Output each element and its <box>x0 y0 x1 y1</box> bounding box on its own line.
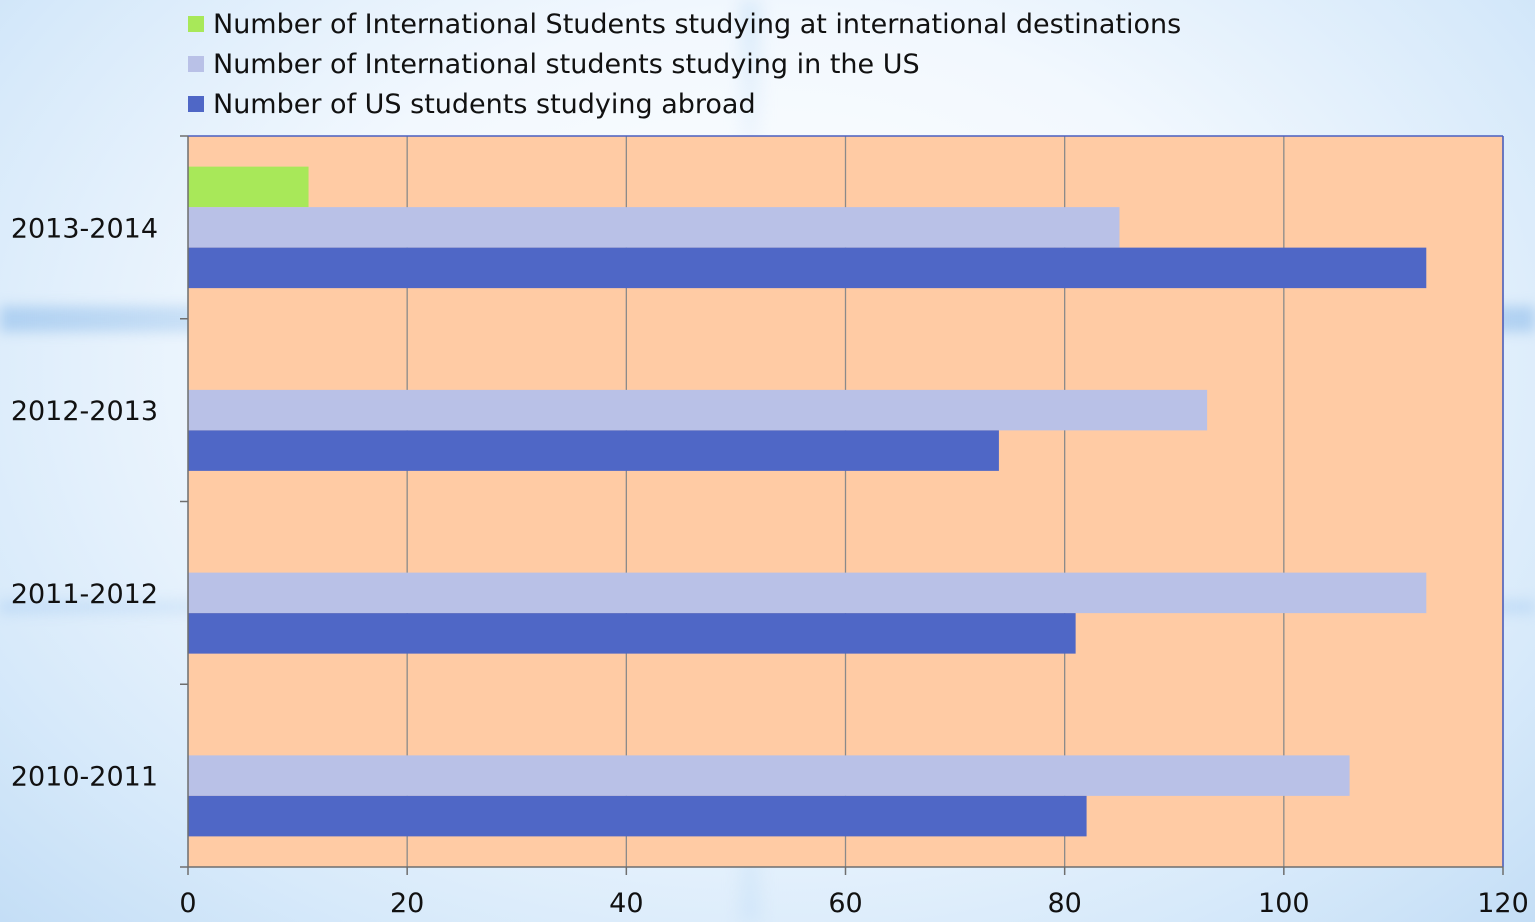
legend-label: Number of US students studying abroad <box>213 88 756 120</box>
axes <box>180 135 1504 875</box>
legend-label: Number of International students studyin… <box>213 48 920 80</box>
y-tick-label: 2010-2011 <box>11 762 158 793</box>
x-tick-label: 0 <box>179 888 196 919</box>
x-tick-label: 120 <box>1477 888 1529 919</box>
legend-swatch <box>188 16 204 32</box>
x-tick-label: 40 <box>609 888 643 919</box>
legend-swatch <box>188 96 204 112</box>
x-tick-label: 100 <box>1258 888 1310 919</box>
chart-legend: Number of International Students studyin… <box>188 4 1181 124</box>
bar <box>188 430 999 471</box>
bar <box>188 795 1087 837</box>
y-tick-label: 2011-2012 <box>11 579 158 610</box>
x-tick-label: 20 <box>390 888 424 919</box>
bar <box>188 572 1427 614</box>
bars <box>188 166 1427 837</box>
bar <box>188 207 1120 248</box>
legend-label: Number of International Students studyin… <box>213 8 1182 40</box>
bar <box>188 166 309 208</box>
legend-swatch <box>188 56 204 72</box>
bar <box>188 247 1427 289</box>
bar <box>188 389 1208 431</box>
x-tick-labels: 0 20 40 60 80 100 120 <box>179 888 1528 919</box>
legend-item-international-in-us: Number of International students studyin… <box>188 44 1181 84</box>
legend-item-us-students-abroad: Number of US students studying abroad <box>188 84 1181 124</box>
bar <box>188 613 1076 654</box>
y-tick-labels: 2010-2011 2011-2012 2012-2013 2013-2014 <box>11 213 158 792</box>
y-tick-label: 2012-2013 <box>11 396 158 427</box>
bar <box>188 755 1350 796</box>
x-tick-label: 60 <box>828 888 862 919</box>
legend-item-international-destinations: Number of International Students studyin… <box>188 4 1181 44</box>
y-tick-label: 2013-2014 <box>11 213 158 244</box>
x-tick-label: 80 <box>1047 888 1081 919</box>
